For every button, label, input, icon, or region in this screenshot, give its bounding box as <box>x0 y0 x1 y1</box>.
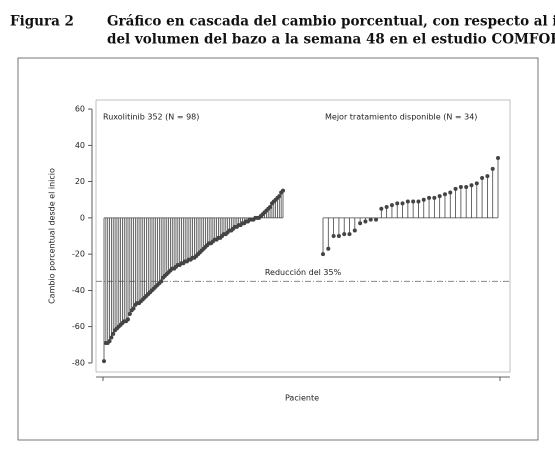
marker <box>326 246 331 251</box>
marker <box>368 217 373 222</box>
marker <box>458 185 463 190</box>
marker <box>125 317 130 322</box>
marker <box>453 186 458 191</box>
title-line: Gráfico en cascada del cambio porcentual… <box>107 14 555 30</box>
marker <box>432 195 437 200</box>
marker <box>331 234 336 238</box>
y-tick-label: 40 <box>75 141 85 150</box>
marker <box>395 201 400 206</box>
marker <box>127 311 132 316</box>
y-tick-label: -60 <box>72 322 85 331</box>
marker <box>464 185 469 190</box>
series-label: Ruxolitinib 352 (N = 98) <box>103 113 199 122</box>
marker <box>159 279 164 284</box>
marker <box>469 183 474 188</box>
marker <box>102 359 106 364</box>
marker <box>268 204 273 209</box>
marker <box>448 190 453 195</box>
plot-area <box>95 99 511 373</box>
marker <box>109 335 114 340</box>
marker <box>442 192 447 197</box>
marker <box>474 181 479 186</box>
marker <box>363 219 368 224</box>
y-tick-label: 20 <box>75 177 85 186</box>
title-line: del volumen del bazo a la semana 48 en e… <box>107 32 555 48</box>
y-tick-label: 60 <box>75 105 85 114</box>
marker <box>321 252 325 257</box>
marker <box>342 232 347 237</box>
marker <box>416 199 421 204</box>
marker <box>374 217 379 222</box>
y-tick-label: -40 <box>72 286 85 295</box>
marker <box>389 203 394 208</box>
marker <box>496 156 500 161</box>
series-label: Mejor tratamiento disponible (N = 34) <box>325 113 477 122</box>
marker <box>384 204 389 209</box>
marker <box>379 206 384 211</box>
y-tick-label: -20 <box>72 250 85 259</box>
y-tick-label: -80 <box>72 358 85 367</box>
frame <box>17 57 539 441</box>
marker <box>107 339 112 344</box>
marker <box>421 197 426 202</box>
y-axis-label: Cambio porcentual desde el inicio <box>48 168 57 304</box>
marker <box>437 194 442 199</box>
marker <box>427 195 432 200</box>
marker <box>480 175 485 180</box>
marker <box>281 188 285 193</box>
figure-label: Figura 2 <box>10 14 74 30</box>
marker <box>490 166 495 171</box>
marker <box>358 221 363 226</box>
marker <box>405 199 410 204</box>
marker <box>131 306 136 311</box>
marker <box>347 232 352 237</box>
marker <box>111 331 116 336</box>
marker <box>336 234 341 238</box>
y-tick-label: 0 <box>80 213 85 222</box>
threshold-label: Reducción del 35% <box>265 267 342 277</box>
marker <box>277 194 282 199</box>
x-axis-label: Paciente <box>285 394 319 403</box>
marker <box>411 199 416 204</box>
marker <box>400 201 405 206</box>
marker <box>352 228 357 233</box>
marker <box>485 174 490 179</box>
